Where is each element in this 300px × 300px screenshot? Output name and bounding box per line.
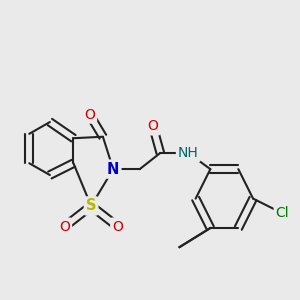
Text: O: O [148, 119, 158, 134]
Text: N: N [107, 162, 119, 177]
Text: Cl: Cl [276, 206, 289, 220]
Text: O: O [84, 108, 95, 122]
Text: NH: NH [178, 146, 199, 160]
Text: O: O [112, 220, 123, 234]
Text: S: S [86, 198, 96, 213]
Text: O: O [59, 220, 70, 234]
